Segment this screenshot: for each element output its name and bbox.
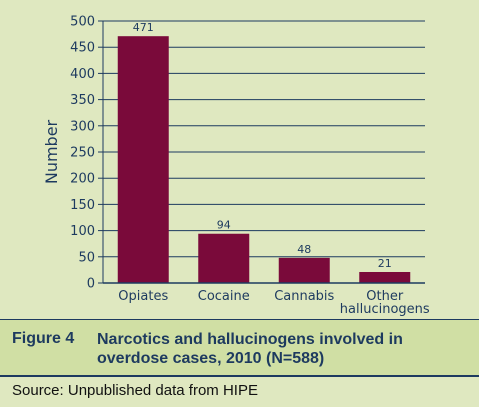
source-note: Source: Unpublished data from HIPE xyxy=(12,382,258,399)
y-tick-label: 0 xyxy=(87,277,95,292)
y-tick-label: 150 xyxy=(70,198,95,213)
x-tick-label: Opiates xyxy=(118,289,168,304)
y-tick-label: 450 xyxy=(70,41,95,56)
y-tick-label: 500 xyxy=(70,15,95,30)
y-tick-label: 400 xyxy=(70,67,95,82)
data-label: 94 xyxy=(217,219,231,232)
figure-title: Narcotics and hallucinogens involved in … xyxy=(97,331,403,367)
y-tick-label: 100 xyxy=(70,224,95,239)
data-label: 471 xyxy=(133,21,154,34)
x-tick-label: Cannabis xyxy=(274,289,334,304)
y-tick-label: 300 xyxy=(70,119,95,134)
y-axis-title: Number xyxy=(42,119,61,184)
bar-chart: 0 50 100 150 200 250 300 350 400 450 500 Number 471 O… xyxy=(42,15,430,318)
y-tick-label: 250 xyxy=(70,146,95,161)
data-label: 21 xyxy=(378,257,392,270)
bar xyxy=(117,36,169,283)
bar xyxy=(359,271,411,283)
y-tick-label: 350 xyxy=(70,93,95,108)
data-label: 48 xyxy=(297,243,311,256)
bar xyxy=(278,257,330,283)
chart: 0 50 100 150 200 250 300 350 400 450 500 Number 471 O… xyxy=(42,15,430,318)
x-tick-label: Cocaine xyxy=(198,289,250,304)
y-tick-label: 50 xyxy=(78,250,95,265)
y-tick-label: 200 xyxy=(70,172,95,187)
caption-bottom-rule xyxy=(0,375,479,377)
bar xyxy=(198,233,250,283)
x-tick-label: Other hallucinogens xyxy=(340,289,430,317)
figure-caption: Figure 4 Narcotics and hallucinogens inv… xyxy=(0,320,479,376)
figure-number: Figure 4 xyxy=(12,330,75,347)
